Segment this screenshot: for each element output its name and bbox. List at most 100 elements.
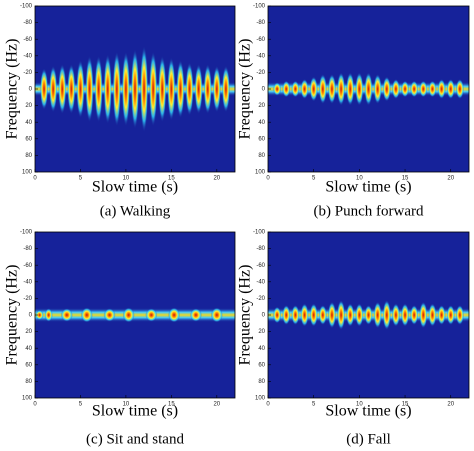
spectral-burst <box>112 51 121 127</box>
y-axis-label: Frequency (Hz) <box>237 39 254 140</box>
spectral-burst <box>355 72 364 106</box>
y-tick-label: -80 <box>23 20 32 26</box>
x-tick-label: 5 <box>79 176 83 182</box>
y-tick-label: -60 <box>23 37 32 43</box>
spectral-burst <box>94 55 103 123</box>
spectral-burst <box>400 303 410 327</box>
x-tick-label: 20 <box>213 176 220 182</box>
panel: 0 5 10 15 20 -100 -80 -60 -40 -20 0 20 40 60 80 100 Slow… <box>4 230 236 447</box>
spectral-burst <box>336 72 346 106</box>
x-axis-label: Slow time (s) <box>325 179 411 196</box>
y-tick-label: 60 <box>25 136 32 142</box>
spectral-burst <box>437 305 446 325</box>
spectral-burst <box>273 82 282 96</box>
y-tick-label: 20 <box>25 329 32 335</box>
y-tick-label: 0 <box>29 313 33 319</box>
spectral-burst <box>76 59 85 119</box>
spectral-burst <box>428 303 437 327</box>
y-tick-label: -20 <box>23 296 32 302</box>
spectral-burst <box>203 64 212 114</box>
x-tick-label: 0 <box>33 176 37 182</box>
x-tick-label: 20 <box>213 402 220 408</box>
y-tick-label: -100 <box>253 230 266 236</box>
x-tick-label: 0 <box>266 402 270 408</box>
spectral-burst <box>49 65 58 113</box>
spectral-burst <box>158 55 167 123</box>
spectral-burst <box>419 80 428 98</box>
y-tick-label: 100 <box>22 170 33 176</box>
spectral-burst <box>410 305 419 325</box>
x-tick-label: 15 <box>168 402 175 408</box>
spectral-burst <box>455 79 464 99</box>
y-tick-label: 20 <box>258 103 265 109</box>
y-axis-label: Frequency (Hz) <box>237 265 254 366</box>
spectral-burst <box>168 307 181 323</box>
y-tick-label: -80 <box>23 246 32 252</box>
spectral-burst <box>167 57 176 121</box>
spectral-burst <box>60 308 73 322</box>
y-tick-label: -40 <box>23 279 32 285</box>
y-tick-label: 40 <box>25 120 32 126</box>
spectral-burst <box>309 303 318 327</box>
caption: (c) Sit and stand <box>86 431 184 447</box>
y-tick-label: 0 <box>262 313 266 319</box>
y-tick-label: -60 <box>23 263 32 269</box>
panel: 0 5 10 15 20 -100 -80 -60 -40 -20 0 20 40 60 80 100 Slow… <box>237 230 470 447</box>
spectral-burst <box>58 64 67 114</box>
y-tick-label: 60 <box>25 362 32 368</box>
spectral-burst <box>103 308 116 322</box>
y-tick-label: -60 <box>256 263 265 269</box>
spectral-burst <box>176 59 185 119</box>
x-tick-label: 10 <box>123 402 130 408</box>
x-axis-label: Slow time (s) <box>92 179 178 196</box>
caption: (b) Punch forward <box>314 203 424 219</box>
x-tick-label: 10 <box>123 176 130 182</box>
spectral-burst <box>346 72 355 106</box>
spectral-burst <box>373 301 382 329</box>
y-tick-label: -100 <box>20 4 33 10</box>
spectral-burst <box>364 305 373 325</box>
spectral-burst <box>194 64 203 114</box>
spectral-burst <box>212 65 221 113</box>
spectral-burst <box>291 80 300 98</box>
panel: 0 5 10 15 20 -100 -80 -60 -40 -20 0 20 40 60 80 100 Slow… <box>237 4 470 219</box>
spectral-burst <box>419 301 428 329</box>
x-tick-label: 20 <box>447 402 454 408</box>
y-tick-label: 0 <box>29 87 33 93</box>
x-tick-label: 5 <box>312 402 316 408</box>
y-tick-label: 20 <box>258 329 265 335</box>
y-tick-label: -20 <box>23 70 32 76</box>
spectral-burst <box>44 308 53 322</box>
spectral-burst <box>400 80 410 98</box>
spectral-burst <box>327 74 337 104</box>
spectral-burst <box>364 72 373 106</box>
y-tick-label: 80 <box>25 379 32 385</box>
y-tick-label: 100 <box>22 396 33 402</box>
spectral-burst <box>210 307 223 323</box>
y-tick-label: -100 <box>253 4 266 10</box>
blobs <box>273 300 464 330</box>
blobs <box>35 307 223 323</box>
spectral-burst <box>300 303 309 327</box>
spectral-burst <box>391 79 401 99</box>
spectral-burst <box>382 76 391 102</box>
spectral-burst <box>149 51 158 127</box>
spectral-burst <box>85 55 94 123</box>
x-axis-label: Slow time (s) <box>92 403 178 420</box>
y-tick-label: 40 <box>258 120 265 126</box>
x-tick-label: 20 <box>447 176 454 182</box>
x-tick-label: 5 <box>312 176 316 182</box>
spectral-burst <box>446 79 455 99</box>
spectral-burst <box>140 45 149 133</box>
y-tick-label: -80 <box>256 246 265 252</box>
spectral-burst <box>145 308 158 322</box>
x-tick-label: 5 <box>79 402 83 408</box>
spectral-burst <box>327 301 337 329</box>
spectral-burst <box>318 305 327 325</box>
y-tick-label: 100 <box>255 170 266 176</box>
y-tick-label: -40 <box>256 279 265 285</box>
spectral-burst <box>437 79 446 99</box>
spectral-burst <box>80 307 93 323</box>
y-tick-label: -40 <box>256 53 265 59</box>
